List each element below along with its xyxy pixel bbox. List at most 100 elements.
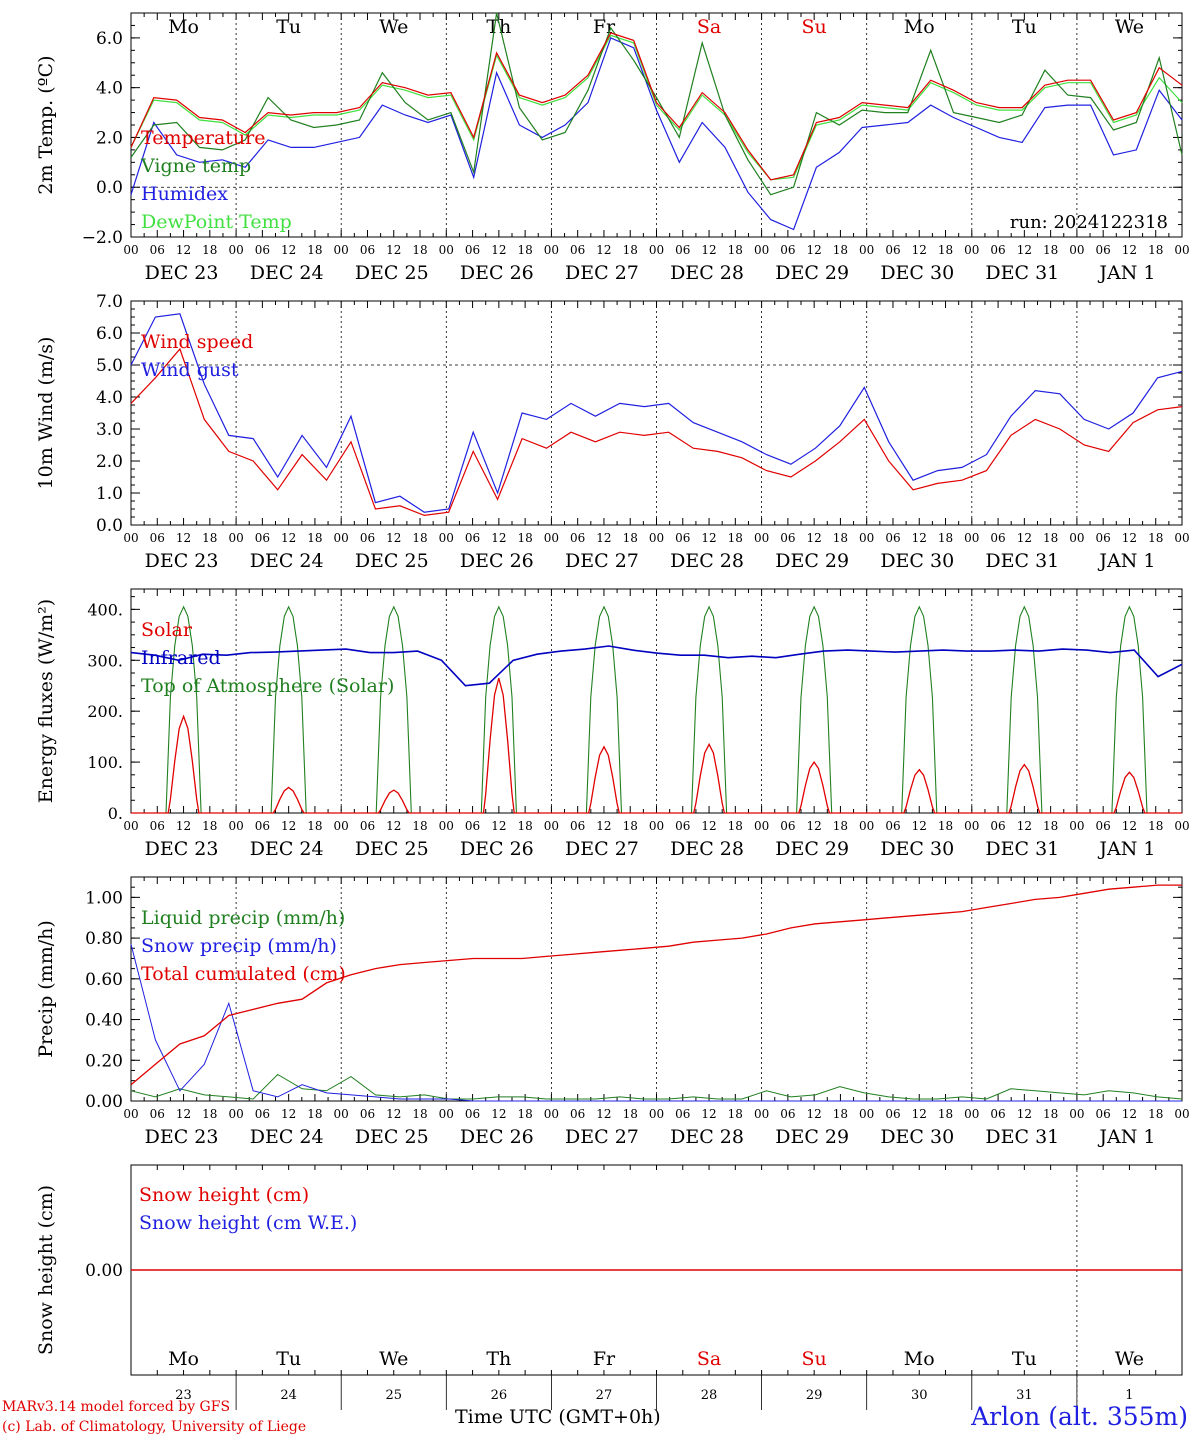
hour-tick-label: 18 <box>517 531 532 545</box>
hour-tick-label: 12 <box>386 1107 401 1121</box>
y-tick-label: 0.60 <box>85 970 123 990</box>
legend-entry: Snow height (cm W.E.) <box>139 1212 357 1234</box>
day-label: DEC 30 <box>880 550 954 572</box>
legend-entry: Snow height (cm) <box>139 1184 309 1206</box>
hour-tick-label: 00 <box>439 531 454 545</box>
weekday-label: Mo <box>904 1348 935 1370</box>
legend-entry: Total cumulated (cm) <box>141 963 346 985</box>
hour-tick-label: 18 <box>202 243 217 257</box>
day-label: DEC 26 <box>460 262 534 284</box>
hour-tick-label: 18 <box>1043 531 1058 545</box>
day-label: DEC 27 <box>565 1126 639 1148</box>
hour-tick-label: 00 <box>649 819 664 833</box>
weekday-label: Tu <box>1012 1348 1037 1370</box>
hour-tick-label: 06 <box>780 531 795 545</box>
time-axis-label: Time UTC (GMT+0h) <box>455 1406 661 1428</box>
series-line <box>130 1073 1183 1100</box>
hour-tick-label: 18 <box>623 243 638 257</box>
weekday-label: Th <box>486 1348 511 1370</box>
hour-tick-label: 18 <box>412 819 427 833</box>
y-tick-label: 1.0 <box>96 484 123 504</box>
day-label: JAN 1 <box>1097 262 1155 284</box>
y-tick-label: −2.0 <box>82 228 123 248</box>
hour-tick-label: 18 <box>938 819 953 833</box>
day-label: DEC 29 <box>775 262 849 284</box>
hour-tick-label: 06 <box>885 819 900 833</box>
hour-tick-label: 00 <box>439 243 454 257</box>
y-axis-label: Energy fluxes (W/m²) <box>35 599 57 803</box>
y-tick-label: 0.00 <box>85 1261 123 1281</box>
hour-tick-label: 18 <box>1148 819 1163 833</box>
hour-tick-label: 00 <box>544 243 559 257</box>
hour-tick-label: 00 <box>754 243 769 257</box>
hour-tick-label: 12 <box>1017 819 1032 833</box>
day-label: DEC 31 <box>985 550 1059 572</box>
legend-entry: Wind speed <box>141 331 253 353</box>
y-tick-label: 400. <box>87 600 123 619</box>
day-label: DEC 30 <box>880 262 954 284</box>
y-tick-label: 5.0 <box>96 356 123 376</box>
hour-tick-label: 06 <box>990 819 1005 833</box>
y-tick-label: 0.0 <box>96 516 123 536</box>
day-label: DEC 23 <box>145 1126 219 1148</box>
hour-tick-label: 12 <box>912 531 927 545</box>
hour-tick-label: 06 <box>675 531 690 545</box>
hour-tick-label: 06 <box>465 819 480 833</box>
weekday-label: Su <box>802 1348 827 1370</box>
hour-tick-label: 06 <box>465 531 480 545</box>
y-tick-label: 0.80 <box>85 929 123 949</box>
weekday-label: We <box>1115 16 1144 38</box>
legend-entry: Temperature <box>141 127 265 149</box>
hour-tick-label: 18 <box>307 819 322 833</box>
hour-tick-label: 00 <box>544 819 559 833</box>
y-tick-label: 0.40 <box>85 1011 123 1031</box>
hour-tick-label: 12 <box>491 819 506 833</box>
hour-tick-label: 18 <box>623 1107 638 1121</box>
hour-tick-label: 18 <box>202 819 217 833</box>
hour-tick-label: 06 <box>255 243 270 257</box>
model-credit-line2: (c) Lab. of Climatology, University of L… <box>2 1419 307 1435</box>
hour-tick-label: 06 <box>360 243 375 257</box>
hour-tick-label: 06 <box>1096 819 1111 833</box>
hour-tick-label: 12 <box>491 1107 506 1121</box>
hour-tick-label: 18 <box>1148 1107 1163 1121</box>
day-label: DEC 27 <box>565 262 639 284</box>
hour-tick-label: 00 <box>439 819 454 833</box>
legend-entry: Vigne temp <box>140 155 251 177</box>
hour-tick-label: 00 <box>649 1107 664 1121</box>
day-label: DEC 28 <box>670 1126 744 1148</box>
hour-tick-label: 18 <box>833 531 848 545</box>
day-label: DEC 25 <box>355 838 429 860</box>
hour-tick-label: 18 <box>1043 243 1058 257</box>
hour-tick-label: 18 <box>623 819 638 833</box>
weekday-label: Sa <box>697 1348 721 1370</box>
hour-tick-label: 06 <box>255 531 270 545</box>
hour-tick-label: 12 <box>596 243 611 257</box>
hour-tick-label: 06 <box>360 531 375 545</box>
hour-tick-label: 06 <box>675 243 690 257</box>
model-credit-line1: MARv3.14 model forced by GFS <box>2 1399 231 1415</box>
day-number-label: 1 <box>1125 1388 1133 1403</box>
day-label: DEC 24 <box>250 1126 324 1148</box>
hour-tick-label: 12 <box>281 243 296 257</box>
weekday-label: Su <box>802 16 827 38</box>
day-label: DEC 27 <box>565 550 639 572</box>
weekday-label: Th <box>486 16 511 38</box>
hour-tick-label: 12 <box>1017 531 1032 545</box>
hour-tick-label: 00 <box>964 1107 979 1121</box>
day-label: DEC 25 <box>355 550 429 572</box>
hour-tick-label: 06 <box>255 1107 270 1121</box>
y-tick-label: 100. <box>87 753 123 772</box>
hour-tick-label: 00 <box>123 1107 138 1121</box>
hour-tick-label: 12 <box>807 531 822 545</box>
hour-tick-label: 18 <box>202 531 217 545</box>
hour-tick-label: 12 <box>1122 1107 1137 1121</box>
hour-tick-label: 18 <box>728 531 743 545</box>
hour-tick-label: 06 <box>885 243 900 257</box>
hour-tick-label: 18 <box>938 243 953 257</box>
hour-tick-label: 00 <box>228 243 243 257</box>
hour-tick-label: 18 <box>728 243 743 257</box>
day-label: DEC 23 <box>145 262 219 284</box>
hour-tick-label: 00 <box>1174 1107 1189 1121</box>
hour-tick-label: 12 <box>176 531 191 545</box>
